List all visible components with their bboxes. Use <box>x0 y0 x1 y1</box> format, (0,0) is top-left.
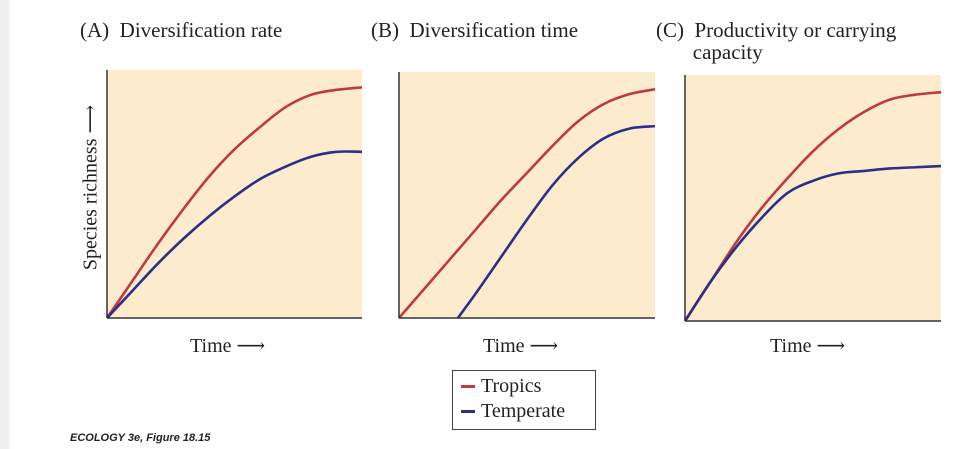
y-axis-label: Species richness ⟶ <box>79 104 102 271</box>
figure-caption: ECOLOGY 3e, Figure 18.15 <box>70 432 211 444</box>
panel-a-x-label: Time ⟶ <box>190 335 266 357</box>
legend-swatch-temperate <box>461 410 475 413</box>
panel-c-title: (C) Productivity or carrying capacity <box>656 18 897 64</box>
panel-a-title: (A) Diversification rate <box>80 18 283 42</box>
panel-c-temperate-line <box>683 164 942 322</box>
legend-label-tropics: Tropics <box>481 375 542 397</box>
panel-b-tropics-line <box>398 87 656 319</box>
panel-a-tropics-line <box>105 86 363 319</box>
panel-c-x-label: Time ⟶ <box>770 335 846 357</box>
panel-c-plot-area <box>685 75 941 321</box>
panel-a-plot-area <box>107 70 362 318</box>
legend-swatch-tropics <box>461 385 475 388</box>
left-edge-strip <box>0 0 9 449</box>
panel-a-temperate-line <box>106 150 363 319</box>
panel-b-title: (B) Diversification time <box>371 18 579 42</box>
panel-b-temperate-line <box>456 124 656 319</box>
panel-c-tropics-line <box>683 90 942 322</box>
legend-item-temperate: Temperate <box>461 399 595 424</box>
legend: Tropics Temperate <box>452 370 596 430</box>
panel-b-x-label: Time ⟶ <box>483 335 559 357</box>
legend-label-temperate: Temperate <box>481 400 566 422</box>
panel-b-plot-area <box>399 72 655 318</box>
legend-item-tropics: Tropics <box>461 374 595 399</box>
